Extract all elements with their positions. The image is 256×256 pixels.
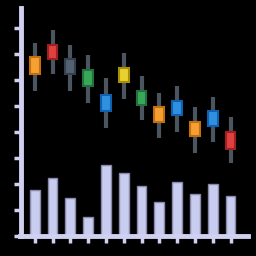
Bar xyxy=(30,190,40,236)
Bar xyxy=(208,111,218,126)
Bar xyxy=(48,45,57,59)
Bar xyxy=(190,122,200,136)
Bar xyxy=(119,68,129,82)
Bar xyxy=(101,95,111,111)
Bar xyxy=(154,202,164,236)
Bar xyxy=(172,101,182,115)
Bar xyxy=(226,132,236,148)
Bar xyxy=(172,182,182,236)
Bar xyxy=(101,165,111,236)
Bar xyxy=(83,217,93,236)
Bar xyxy=(208,184,218,236)
Bar xyxy=(137,186,146,236)
Bar xyxy=(48,177,57,236)
Bar xyxy=(137,91,146,105)
Bar xyxy=(66,198,75,236)
Bar xyxy=(119,173,129,236)
Bar xyxy=(66,59,75,74)
Bar xyxy=(83,70,93,86)
Bar xyxy=(190,194,200,236)
Bar xyxy=(154,107,164,122)
Bar xyxy=(30,57,40,74)
Bar xyxy=(226,196,236,236)
